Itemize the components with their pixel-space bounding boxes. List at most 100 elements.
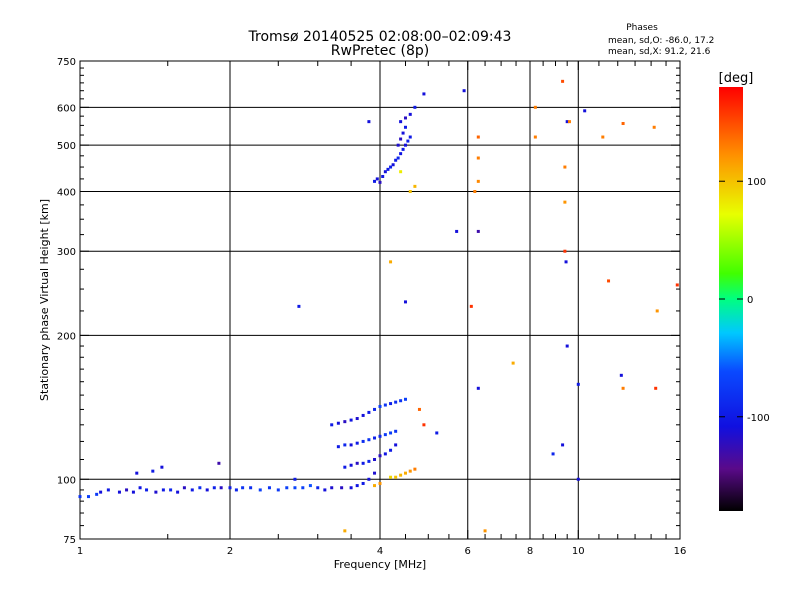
echo-point xyxy=(343,420,347,424)
echo-point xyxy=(343,529,347,533)
echo-point xyxy=(378,180,382,184)
echo-point xyxy=(125,488,129,492)
echo-point xyxy=(389,402,393,406)
echo-point xyxy=(267,486,271,490)
echo-point xyxy=(99,490,103,494)
echo-point xyxy=(435,431,439,435)
echo-point xyxy=(373,471,377,475)
echo-point xyxy=(563,249,567,253)
echo-point xyxy=(413,105,417,109)
echo-point xyxy=(607,279,611,283)
echo-point xyxy=(403,143,407,147)
echo-point xyxy=(373,436,377,440)
echo-point xyxy=(336,421,340,425)
echo-point xyxy=(394,443,398,447)
y-tick-label: 200 xyxy=(57,331,76,342)
echo-point xyxy=(399,170,403,174)
echo-point xyxy=(349,418,353,422)
echo-point xyxy=(182,486,186,490)
echo-point xyxy=(381,174,385,178)
echo-point xyxy=(394,429,398,433)
echo-point xyxy=(408,469,412,473)
echo-point xyxy=(378,481,382,485)
chart-title-line2: RwPretec (8p) xyxy=(331,43,429,59)
echo-point xyxy=(403,300,407,304)
echo-point xyxy=(389,475,393,479)
echo-point xyxy=(389,260,393,264)
echo-point xyxy=(455,229,459,233)
x-tick-label: 10 xyxy=(572,546,585,557)
echo-point xyxy=(117,490,121,494)
echo-point xyxy=(367,438,371,442)
echo-point xyxy=(373,407,377,411)
echo-point xyxy=(476,156,480,160)
echo-point xyxy=(567,120,571,124)
echo-point xyxy=(394,158,398,162)
echo-point xyxy=(361,413,365,417)
x-tick-label: 4 xyxy=(377,546,383,557)
echo-point xyxy=(389,431,393,435)
echo-point xyxy=(276,488,280,492)
echo-point xyxy=(378,404,382,408)
echo-point xyxy=(145,488,149,492)
echo-point xyxy=(396,156,400,160)
phases-x-line: mean, sd,X: 91.2, 21.6 xyxy=(608,47,711,57)
echo-point xyxy=(564,260,568,264)
echo-point xyxy=(297,304,301,308)
echo-point xyxy=(652,125,656,129)
echo-point xyxy=(565,344,569,348)
echo-point xyxy=(413,467,417,471)
echo-point xyxy=(396,143,400,147)
echo-point xyxy=(476,386,480,390)
echo-point xyxy=(406,139,410,143)
echo-point xyxy=(565,120,569,124)
echo-point xyxy=(367,410,371,414)
echo-point xyxy=(401,131,405,135)
echo-point xyxy=(563,165,567,169)
echo-point xyxy=(228,486,232,490)
echo-point xyxy=(308,484,312,488)
echo-point xyxy=(293,477,297,481)
echo-point xyxy=(106,488,110,492)
echo-point xyxy=(355,417,359,421)
echo-point xyxy=(462,89,466,93)
y-tick-label: 400 xyxy=(57,187,76,198)
echo-point xyxy=(394,400,398,404)
echo-point xyxy=(576,382,580,386)
echo-point xyxy=(343,465,347,469)
echo-point xyxy=(533,105,537,109)
echo-point xyxy=(551,452,555,456)
echo-point xyxy=(78,495,82,499)
echo-point xyxy=(323,488,327,492)
echo-point xyxy=(176,490,180,494)
y-tick-label: 600 xyxy=(57,103,76,114)
echo-point xyxy=(361,481,365,485)
echo-point xyxy=(422,423,426,427)
echo-point xyxy=(399,399,403,403)
echo-point xyxy=(258,488,262,492)
x-tick-label: 1 xyxy=(77,546,83,557)
echo-point xyxy=(511,361,515,365)
echo-point xyxy=(476,179,480,183)
x-axis-label: Frequency [MHz] xyxy=(334,558,426,571)
phases-o-line: mean, sd,O: -86.0, 17.2 xyxy=(608,36,714,46)
echo-point xyxy=(373,484,377,488)
x-tick-label: 2 xyxy=(227,546,233,557)
x-tick-label: 16 xyxy=(674,546,687,557)
echo-point xyxy=(373,457,377,461)
gridlines xyxy=(80,61,680,539)
y-tick-label: 75 xyxy=(63,535,76,546)
echo-point xyxy=(138,486,142,490)
echo-point xyxy=(675,283,679,287)
echo-point xyxy=(293,486,297,490)
echo-point xyxy=(355,441,359,445)
axis-ticks xyxy=(79,60,681,540)
echo-point xyxy=(619,373,623,377)
colorbar-ticks: 100 0 -100 xyxy=(719,177,770,424)
echo-point xyxy=(403,125,407,129)
echo-point xyxy=(373,179,377,183)
echo-point xyxy=(408,135,412,139)
echo-point xyxy=(408,112,412,116)
echo-point xyxy=(391,163,395,167)
echo-point xyxy=(367,459,371,463)
